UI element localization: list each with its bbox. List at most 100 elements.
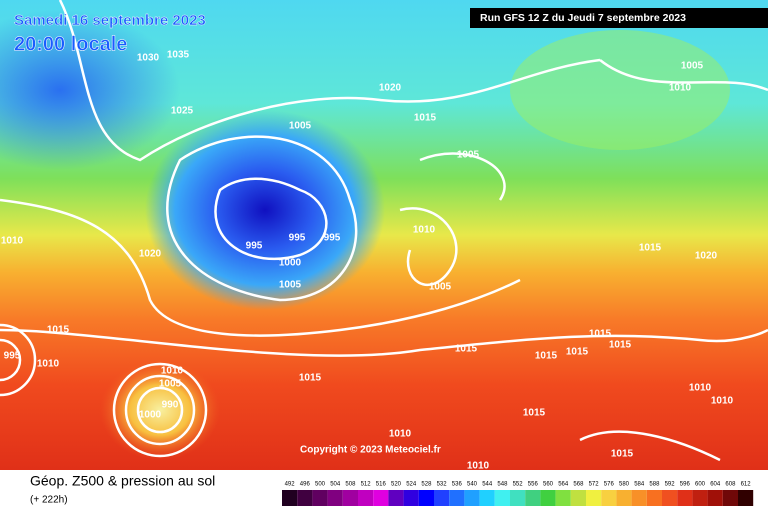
scale-label: 552 [513,482,524,488]
scale-label: 592 [665,482,676,488]
isobar-label: 995 [246,241,263,252]
scale-label: 596 [680,482,691,488]
scale-swatch [479,490,495,506]
isobar-label: 1010 [711,396,734,407]
isobar-label: 1015 [299,373,322,384]
isobar-label: 1025 [171,106,194,117]
scale-label: 528 [421,482,432,488]
ridge [510,30,730,150]
scale-label: 508 [345,482,356,488]
scale-swatch [373,490,389,506]
scale-swatch [738,490,754,506]
scale-swatch [692,490,708,506]
scale-swatch [434,490,450,506]
isobar-label: 1015 [566,347,589,358]
scale-label: 540 [467,482,478,488]
copyright: Copyright © 2023 Meteociel.fr [300,445,441,456]
scale-swatch [601,490,617,506]
isobar-label: 1015 [414,113,437,124]
scale-label: 600 [695,482,706,488]
trough [0,10,180,170]
isobar-label: 1020 [695,251,718,262]
scale-swatch [510,490,526,506]
scale-swatch [312,490,328,506]
scale-swatch [358,490,374,506]
scale-swatch [707,490,723,506]
scale-label: 556 [528,482,539,488]
scale-label: 496 [300,482,311,488]
isobar-label: 1005 [279,280,302,291]
isobar-label: 1020 [139,249,162,260]
isobar-label: 1010 [161,366,184,377]
scale-swatch [570,490,586,506]
scale-swatch [677,490,693,506]
scale-label: 608 [725,482,736,488]
isobar-label: 1035 [167,50,190,61]
isobar-label: 1005 [429,282,452,293]
scale-label: 516 [376,482,387,488]
run: Run GFS 12 Z du Jeudi 7 septembre 2023 [480,12,686,24]
isobar-label: 1010 [689,383,712,394]
scale-label: 564 [558,482,569,488]
scale-swatch [403,490,419,506]
date: Samedi 16 septembre 2023 [14,12,206,29]
scale-label: 612 [741,482,752,488]
scale-swatch [449,490,465,506]
scale-swatch [327,490,343,506]
isobar-label: 1005 [289,121,312,132]
scale-swatch [646,490,662,506]
scale-swatch [297,490,313,506]
scale-swatch [388,490,404,506]
isobar-label: 1010 [413,225,436,236]
isobar-label: 1010 [467,461,490,472]
isobar-label: 1030 [137,53,160,64]
scale-swatch [342,490,358,506]
cutoff [100,360,220,460]
scale-label: 568 [573,482,584,488]
scale-swatch [555,490,571,506]
isobar-label: 1010 [37,359,60,370]
scale-swatch [525,490,541,506]
isobar-label: 995 [324,233,341,244]
scale-swatch [662,490,678,506]
isobar-label: 1010 [389,429,412,440]
scale-label: 544 [482,482,493,488]
lead-time: (+ 222h) [30,495,68,506]
scale-label: 548 [497,482,508,488]
scale-label: 584 [634,482,645,488]
scale-swatch [418,490,434,506]
scale-label: 604 [710,482,721,488]
scale-label: 512 [361,482,372,488]
isobar-label: 1015 [611,449,634,460]
isobar-label: 1015 [523,408,546,419]
isobar-label: 1015 [639,243,662,254]
isobar-label: 1015 [455,344,478,355]
low [145,110,385,310]
isobar-label: 1015 [47,325,70,336]
scale-swatch [586,490,602,506]
run-box [470,8,768,28]
isobar-label: 995 [289,233,306,244]
scale-swatch [631,490,647,506]
scale-label: 588 [649,482,660,488]
scale-label: 492 [285,482,296,488]
scale-label: 572 [589,482,600,488]
scale-label: 580 [619,482,630,488]
isobars [0,0,768,460]
isobar-label: 1020 [379,83,402,94]
isobar-label: 1010 [669,83,692,94]
scale-label: 520 [391,482,402,488]
scale-swatch [282,490,298,506]
isobar-label: 1015 [589,329,612,340]
footer-title: Géop. Z500 & pression au sol [30,473,215,489]
scale-label: 576 [604,482,615,488]
isobar-label: 1005 [457,150,480,161]
isobar-label: 1000 [139,410,162,421]
isobar-label: 1005 [159,379,182,390]
scale-label: 504 [330,482,341,488]
scale-label: 532 [437,482,448,488]
isobar-label: 995 [4,351,21,362]
scale-swatch [464,490,480,506]
time: 20:00 locale [14,33,127,55]
